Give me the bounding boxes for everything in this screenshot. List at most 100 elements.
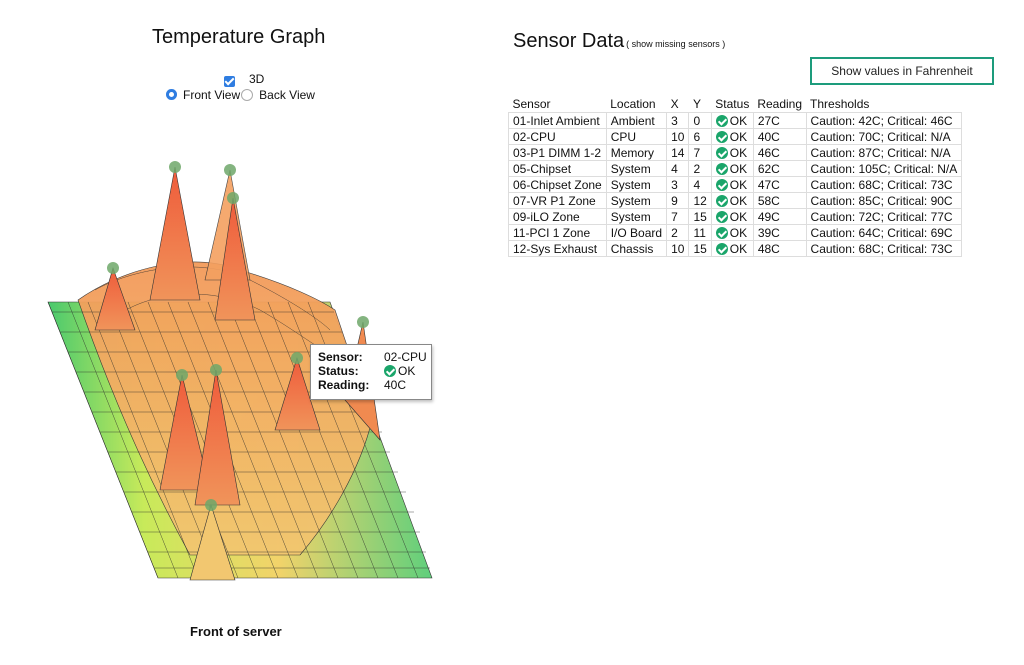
table-cell: 15 bbox=[688, 208, 712, 225]
table-cell: Caution: 68C; Critical: 73C bbox=[805, 176, 963, 193]
status-text: OK bbox=[729, 177, 748, 192]
table-cell: 05-Chipset bbox=[508, 160, 607, 177]
table-row: 11-PCI 1 Zone I/O Board 2 11 OK 39C Caution: 6… bbox=[508, 224, 963, 241]
table-cell: Caution: 68C; Critical: 73C bbox=[805, 240, 963, 257]
sensor-marker bbox=[227, 192, 239, 204]
3d-checkbox-label: 3D bbox=[249, 72, 265, 86]
tooltip-status-label: Status: bbox=[318, 364, 359, 378]
table-cell: OK bbox=[710, 128, 754, 145]
table-cell: 14 bbox=[666, 144, 690, 161]
table-cell: CPU bbox=[605, 128, 668, 145]
table-cell: System bbox=[605, 192, 668, 209]
table-cell: 49C bbox=[752, 208, 807, 225]
graph-title: Temperature Graph bbox=[152, 26, 326, 48]
surface-grid bbox=[47, 266, 430, 579]
table-cell: OK bbox=[710, 224, 754, 241]
table-cell: Caution: 42C; Critical: 46C bbox=[805, 112, 963, 129]
table-cell: 39C bbox=[752, 224, 807, 241]
sensor-data-header: Sensor Data( show missing sensors ) bbox=[513, 30, 725, 53]
table-cell: 12 bbox=[688, 192, 712, 209]
table-cell: 02-CPU bbox=[508, 128, 607, 145]
table-cell: System bbox=[605, 208, 668, 225]
show-fahrenheit-button[interactable]: Show values in Fahrenheit bbox=[810, 57, 994, 85]
table-cell: 15 bbox=[688, 240, 712, 257]
table-cell: OK bbox=[710, 208, 754, 225]
table-cell: OK bbox=[710, 160, 754, 177]
status-text: OK bbox=[729, 145, 748, 160]
ok-check-icon bbox=[715, 194, 728, 207]
sensor-data-title: Sensor Data bbox=[513, 30, 625, 52]
table-cell: 48C bbox=[752, 240, 807, 257]
table-cell: Caution: 72C; Critical: 77C bbox=[805, 208, 963, 225]
table-cell: Caution: 105C; Critical: N/A bbox=[805, 160, 963, 177]
ok-check-icon bbox=[715, 114, 728, 127]
ok-check-icon bbox=[715, 178, 728, 191]
table-cell: 62C bbox=[752, 160, 807, 177]
table-row: 03-P1 DIMM 1-2 Memory 14 7 OK 46C Caution: 87C… bbox=[508, 144, 963, 161]
table-cell: 07-VR P1 Zone bbox=[508, 192, 607, 209]
sensor-marker bbox=[176, 369, 188, 381]
sensor-table: Sensor Location X Y Status Reading Thres… bbox=[508, 96, 963, 257]
table-cell: OK bbox=[710, 144, 754, 161]
table-cell: OK bbox=[710, 192, 754, 209]
table-cell: 7 bbox=[688, 144, 712, 161]
column-header[interactable]: Y bbox=[692, 97, 701, 111]
table-cell: 46C bbox=[752, 144, 807, 161]
status-text: OK bbox=[729, 209, 748, 224]
sensor-marker bbox=[357, 316, 369, 328]
ok-check-icon bbox=[715, 162, 728, 175]
table-cell: OK bbox=[710, 240, 754, 257]
tooltip-status-row: Status: OK bbox=[318, 364, 415, 378]
table-cell: Caution: 64C; Critical: 69C bbox=[805, 224, 963, 241]
table-cell: 0 bbox=[688, 112, 712, 129]
sensor-markers bbox=[107, 161, 369, 511]
table-cell: 10 bbox=[666, 128, 690, 145]
table-cell: 2 bbox=[666, 224, 690, 241]
sensor-marker bbox=[169, 161, 181, 173]
table-cell: Memory bbox=[605, 144, 668, 161]
table-row: 05-Chipset System 4 2 OK 62C Caution: 105C; Cr… bbox=[508, 160, 963, 177]
column-header[interactable]: Reading bbox=[757, 97, 803, 111]
tooltip-reading-value: 40C bbox=[384, 378, 407, 392]
column-header[interactable]: Sensor bbox=[512, 97, 551, 111]
status-text: OK bbox=[729, 225, 748, 240]
table-cell: Caution: 85C; Critical: 90C bbox=[805, 192, 963, 209]
temperature-surface-3d[interactable] bbox=[0, 140, 470, 610]
table-row: 06-Chipset Zone System 3 4 OK 47C Caution: 68C… bbox=[508, 176, 963, 193]
table-cell: 11 bbox=[688, 224, 712, 241]
front-view-label: Front View bbox=[183, 87, 241, 102]
table-cell: System bbox=[605, 176, 668, 193]
tooltip-sensor-value: 02-CPU bbox=[384, 350, 427, 364]
table-cell: OK bbox=[710, 176, 754, 193]
table-cell: System bbox=[605, 160, 668, 177]
table-cell: 4 bbox=[688, 176, 712, 193]
sensor-marker bbox=[205, 499, 217, 511]
sensor-marker bbox=[291, 352, 303, 364]
ok-check-icon bbox=[715, 226, 728, 239]
sensor-marker bbox=[107, 262, 119, 274]
tooltip-reading-label: Reading: bbox=[318, 378, 370, 392]
table-row: 09-iLO Zone System 7 15 OK 49C Caution: 72C; C… bbox=[508, 208, 963, 225]
column-header[interactable]: Status bbox=[715, 97, 750, 111]
column-header[interactable]: X bbox=[670, 97, 679, 111]
sensor-marker bbox=[224, 164, 236, 176]
table-cell: OK bbox=[710, 112, 754, 129]
table-cell: 3 bbox=[666, 112, 690, 129]
3d-checkbox[interactable] bbox=[224, 76, 235, 87]
status-text: OK bbox=[729, 129, 748, 144]
table-row: 07-VR P1 Zone System 9 12 OK 58C Caution: 85C;… bbox=[508, 192, 963, 209]
table-cell: 6 bbox=[688, 128, 712, 145]
front-view-radio[interactable] bbox=[166, 89, 177, 101]
table-cell: 01-Inlet Ambient bbox=[508, 112, 607, 129]
back-view-radio[interactable] bbox=[241, 88, 254, 101]
tooltip-sensor-label: Sensor: bbox=[318, 350, 363, 364]
view-radio-group: Front View Back View bbox=[166, 87, 315, 102]
3d-checkbox-row[interactable] bbox=[224, 72, 235, 87]
column-header[interactable]: Location bbox=[610, 97, 656, 111]
column-header[interactable]: Thresholds bbox=[810, 97, 870, 111]
show-missing-sensors-link[interactable]: ( show missing sensors ) bbox=[626, 39, 726, 49]
ok-check-icon bbox=[715, 130, 728, 143]
table-cell: 7 bbox=[666, 208, 690, 225]
ok-check-icon bbox=[384, 365, 396, 377]
table-cell: 12-Sys Exhaust bbox=[508, 240, 607, 257]
